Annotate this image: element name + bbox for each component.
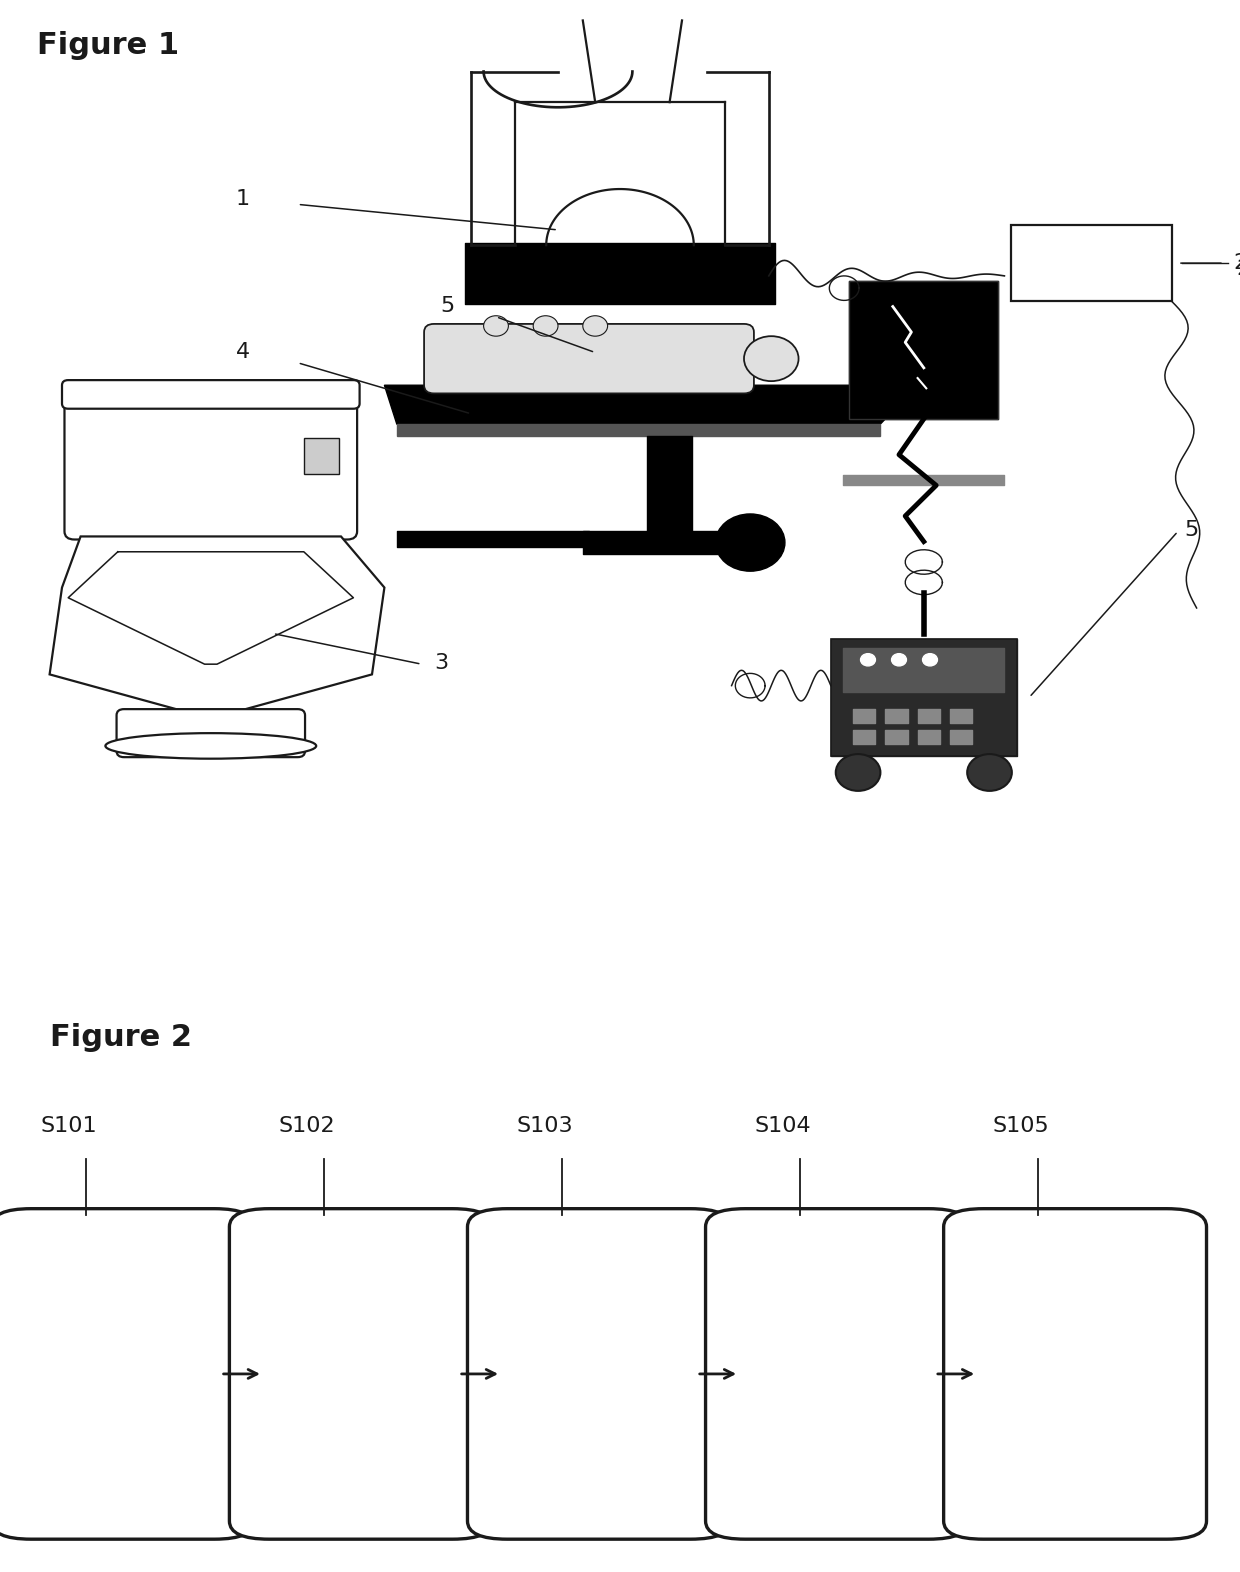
Text: Figure 1: Figure 1 — [37, 30, 180, 60]
Polygon shape — [50, 536, 384, 715]
FancyBboxPatch shape — [424, 324, 754, 393]
Circle shape — [861, 654, 875, 667]
FancyBboxPatch shape — [229, 1209, 492, 1539]
Circle shape — [967, 755, 1012, 791]
Text: S103: S103 — [516, 1116, 573, 1137]
Text: 2: 2 — [1234, 253, 1240, 274]
FancyBboxPatch shape — [706, 1209, 968, 1539]
FancyBboxPatch shape — [117, 709, 305, 758]
Circle shape — [892, 654, 906, 667]
FancyBboxPatch shape — [0, 1209, 254, 1539]
Text: S101: S101 — [40, 1116, 97, 1137]
FancyBboxPatch shape — [64, 396, 357, 539]
Text: Figure 2: Figure 2 — [50, 1023, 192, 1052]
Text: S102: S102 — [278, 1116, 335, 1137]
Ellipse shape — [105, 733, 316, 759]
Polygon shape — [397, 424, 880, 437]
Bar — [831, 638, 1017, 756]
Text: 1: 1 — [236, 189, 249, 209]
FancyBboxPatch shape — [944, 1209, 1207, 1539]
Circle shape — [744, 336, 799, 380]
Text: 5: 5 — [1184, 520, 1198, 541]
FancyBboxPatch shape — [467, 1209, 730, 1539]
Circle shape — [715, 514, 785, 571]
Circle shape — [836, 755, 880, 791]
Text: S104: S104 — [754, 1116, 811, 1137]
Circle shape — [583, 316, 608, 336]
Circle shape — [484, 316, 508, 336]
Polygon shape — [384, 385, 918, 424]
Text: 3: 3 — [434, 654, 448, 673]
FancyBboxPatch shape — [62, 380, 360, 409]
Circle shape — [923, 654, 937, 667]
Circle shape — [533, 316, 558, 336]
Text: 4: 4 — [236, 341, 249, 362]
Bar — [1011, 225, 1172, 302]
Text: S105: S105 — [992, 1116, 1049, 1137]
Bar — [849, 281, 998, 418]
Text: 5: 5 — [440, 296, 454, 316]
Text: 2: 2 — [1236, 259, 1240, 280]
Bar — [304, 439, 339, 473]
